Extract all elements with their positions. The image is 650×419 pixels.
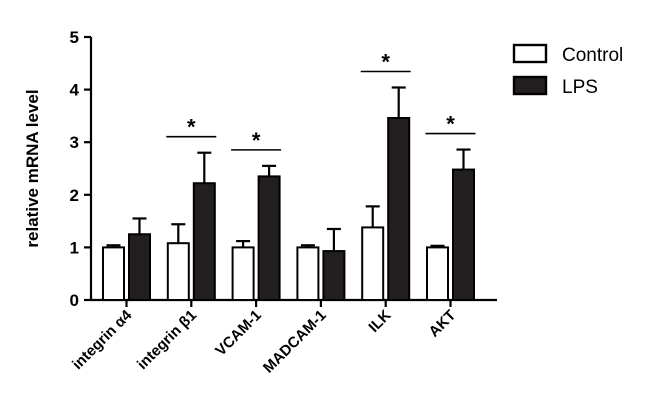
bar-control — [361, 226, 385, 301]
bar-lps — [192, 182, 216, 301]
x-tick-label: VCAM-1 — [212, 307, 265, 360]
y-tick-label: 4 — [70, 81, 80, 100]
significance-star: * — [187, 115, 196, 140]
significance-star: * — [381, 49, 390, 74]
bar-control — [296, 246, 320, 301]
significance-star: * — [252, 128, 261, 153]
x-tick-label: ILK — [365, 307, 394, 336]
y-axis-title: relative mRNA level — [23, 89, 42, 247]
legend-swatch-lps — [512, 75, 548, 96]
bar-lps — [452, 168, 475, 301]
y-tick-label: 2 — [70, 186, 79, 205]
bars — [102, 86, 475, 301]
bar-control — [426, 246, 449, 301]
y-tick-label: 1 — [70, 238, 79, 257]
bar-lps — [257, 175, 281, 301]
bar-lps — [387, 117, 411, 301]
x-tick-label: MADCAM-1 — [260, 307, 330, 377]
x-tick-label: AKT — [426, 307, 460, 341]
legend: Control LPS — [512, 43, 623, 98]
legend-label-lps: LPS — [562, 77, 598, 98]
significance-star: * — [446, 112, 455, 137]
legend-label-control: Control — [562, 45, 623, 66]
bar-lps — [322, 250, 346, 301]
y-tick-label: 3 — [70, 133, 79, 152]
x-tick-label: integrin β1 — [134, 307, 200, 373]
legend-swatch-control — [512, 43, 548, 64]
bar-lps — [128, 233, 151, 301]
y-tick-label: 5 — [70, 28, 79, 47]
bar-control — [166, 242, 190, 301]
x-tick-label: integrin α4 — [69, 306, 136, 373]
y-tick-label: 0 — [70, 291, 79, 310]
bar-control — [231, 246, 255, 301]
bar-control — [102, 246, 125, 301]
